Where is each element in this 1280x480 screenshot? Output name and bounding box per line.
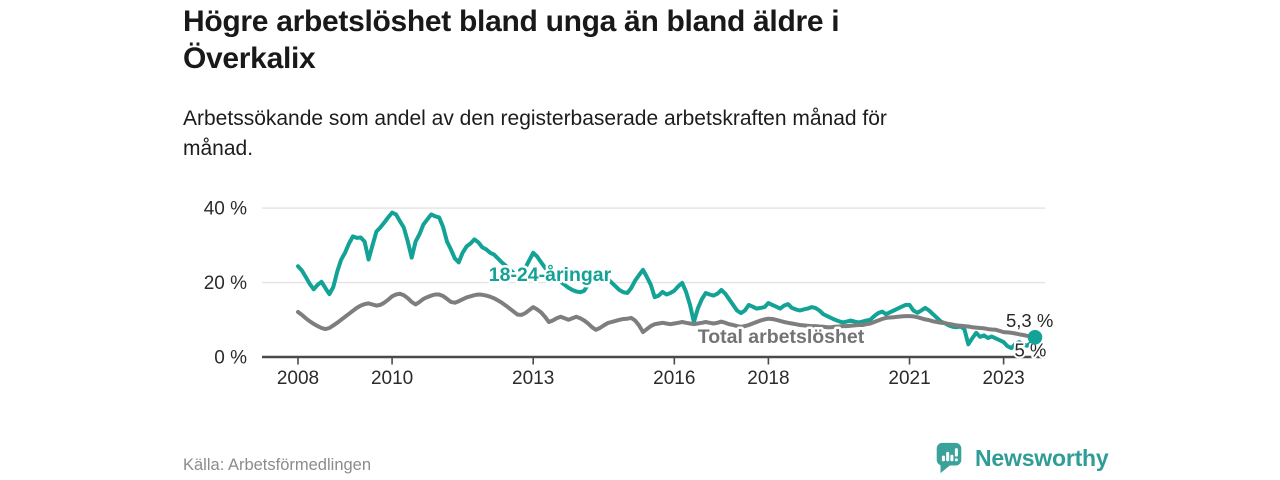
bar-icon-small [941, 455, 945, 462]
newsworthy-logo: Newsworthy [932, 440, 1109, 476]
exclamation-dot-icon [954, 458, 958, 462]
youth-series-label: 18-24-åringar [489, 263, 612, 286]
x-tick-label: 2018 [747, 368, 789, 389]
total-series-line [296, 291, 1037, 341]
y-tick-label: 40 % [204, 199, 247, 220]
x-tick-label: 2008 [277, 368, 319, 389]
x-tick-label: 2016 [653, 368, 695, 389]
exclamation-stem-icon [954, 448, 958, 457]
chart-title: Högre arbetslöshet bland unga än bland ä… [183, 5, 840, 75]
y-tick-label: 20 % [204, 273, 247, 294]
bar-icon-tall [946, 451, 950, 462]
total-end-value-label: 5 % [1015, 340, 1047, 361]
total-series-label: Total arbetslöshet [698, 326, 865, 348]
x-tick-label: 2010 [371, 368, 413, 389]
newsworthy-chart-bubble-icon [936, 442, 962, 474]
x-tick-label: 2023 [982, 368, 1024, 389]
x-tick-label: 2013 [512, 368, 554, 389]
source-note: Källa: Arbetsförmedlingen [183, 456, 372, 474]
youth-end-marker [1027, 330, 1043, 345]
chart-subtitle: Arbetssökande som andel av den registerb… [183, 107, 887, 161]
youth-end-value-label: 5,3 % [1006, 310, 1053, 331]
newsworthy-wordmark: Newsworthy [975, 444, 1109, 471]
x-tick-label: 2021 [888, 368, 930, 389]
y-tick-label: 0 % [214, 348, 247, 369]
youth-series-line [296, 210, 1037, 351]
bar-icon-medium [950, 454, 954, 462]
